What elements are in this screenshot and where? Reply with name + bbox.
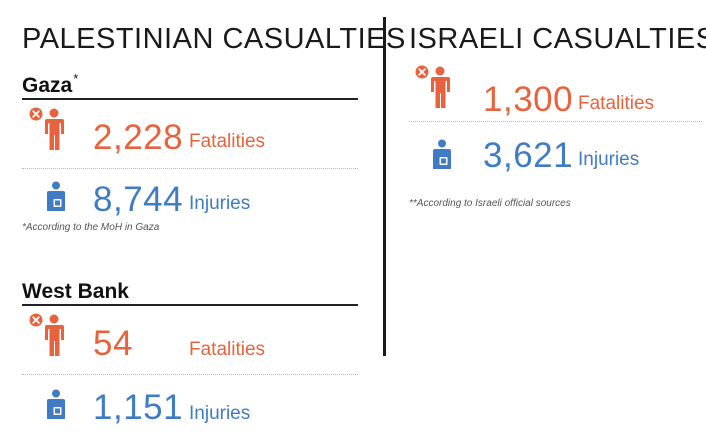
gaza-note: *According to the MoH in Gaza [22,222,160,233]
person-cross-icon [28,106,70,152]
west-bank-title: West Bank [22,280,129,303]
gaza-fatalities-value: 2,228 [93,118,184,157]
west-bank-rule [22,304,358,306]
gaza-heading: Gaza* [22,72,78,97]
gaza-injuries-value: 8,744 [93,180,184,219]
person-cross-icon [414,64,456,110]
israeli-heading: ISRAELI CASUALTIES** [409,25,706,54]
person-cross-icon [28,312,70,358]
column-divider [383,17,386,356]
person-bandage-icon [45,389,67,421]
person-bandage-icon [45,181,67,213]
israeli-fatalities-label: Fatalities [578,93,655,114]
gaza-separator [22,168,358,169]
israeli-fatalities-value: 1,300 [483,80,574,119]
west-bank-separator [22,374,358,375]
west-bank-injuries-value: 1,151 [93,388,184,427]
gaza-marker: * [73,71,79,86]
person-bandage-icon [431,139,453,171]
west-bank-injuries-label: Injuries [189,403,251,424]
israeli-injuries-label: Injuries [578,149,640,170]
gaza-injuries-label: Injuries [189,193,251,214]
israeli-injuries-value: 3,621 [483,136,574,175]
gaza-rule [22,98,358,100]
gaza-title: Gaza [22,74,73,97]
west-bank-fatalities-value: 54 [93,324,133,363]
israeli-separator [409,121,702,122]
palestinian-title: PALESTINIAN CASUALTIES [22,23,406,55]
israeli-title: ISRAELI CASUALTIES [409,23,706,55]
gaza-fatalities-label: Fatalities [189,131,266,152]
israeli-note: **According to Israeli official sources [409,198,571,209]
west-bank-fatalities-label: Fatalities [189,339,266,360]
